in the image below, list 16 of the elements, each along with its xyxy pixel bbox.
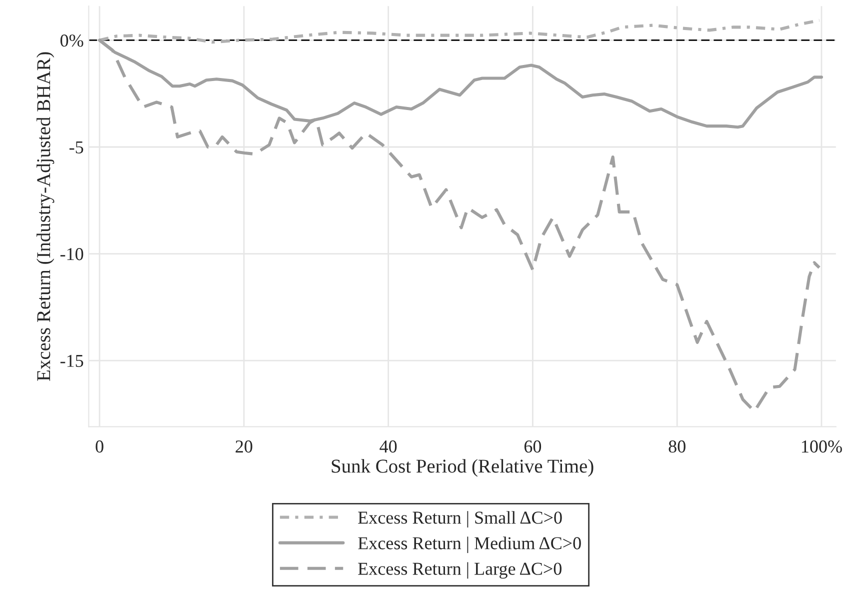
legend-label: Excess Return | Medium ΔC>0 bbox=[358, 536, 581, 554]
x-tick-label: 80 bbox=[668, 440, 686, 453]
y-axis-title: Excess Return (Industry-Adjusted BHAR) bbox=[36, 52, 54, 381]
legend-label: Excess Return | Large ΔC>0 bbox=[358, 562, 562, 579]
legend-label: Excess Return | Small ΔC>0 bbox=[358, 511, 562, 528]
y-tick-label: -5 bbox=[69, 141, 84, 154]
y-tick-label: 0% bbox=[60, 34, 84, 47]
x-axis-title: Sunk Cost Period (Relative Time) bbox=[332, 459, 594, 477]
x-tick-label: 60 bbox=[524, 440, 542, 453]
x-tick-label: 0 bbox=[96, 440, 104, 453]
y-tick-label: -15 bbox=[60, 354, 84, 367]
y-tick-label: -10 bbox=[60, 248, 84, 260]
x-tick-label: 100% bbox=[802, 440, 842, 453]
x-tick-label: 20 bbox=[236, 440, 252, 453]
x-tick-label: 40 bbox=[380, 440, 397, 453]
line-series bbox=[98, 18, 821, 44]
